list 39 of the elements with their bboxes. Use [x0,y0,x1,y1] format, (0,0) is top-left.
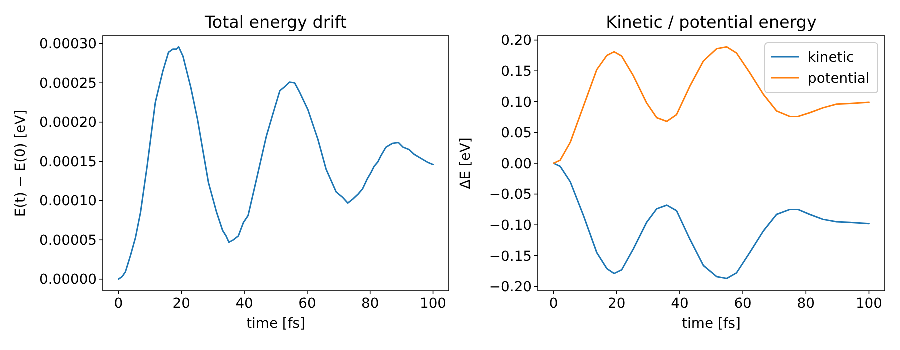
x-tick-label: 100 [420,296,447,312]
y-tick-label: 0.00020 [40,115,97,132]
x-tick-label: 40 [236,296,254,312]
y-tick-label: 0.00010 [40,194,97,210]
y-tick-label: 0.00005 [40,232,97,249]
line-series [118,46,434,280]
line-series [553,46,870,164]
y-tick-label: −0.20 [489,280,532,296]
chart-title: Total energy drift [204,12,348,32]
x-tick-label: 80 [362,296,380,312]
x-tick-label: 60 [734,296,752,312]
y-tick-label: 0.00 [501,156,532,172]
y-tick-label: 0.05 [501,126,532,142]
x-tick-label: 20 [172,296,190,312]
y-tick-label: 0.00000 [40,272,97,288]
y-tick-label: 0.00025 [40,76,97,92]
y-axis-title: ΔE [eV] [458,138,474,190]
y-tick-label: 0.15 [501,64,532,80]
y-tick-label: −0.05 [489,187,532,204]
x-axis-title: time [fs] [246,316,306,332]
x-tick-label: 100 [856,296,882,312]
x-tick-label: 80 [797,296,815,312]
y-tick-label: 0.10 [501,94,532,111]
y-tick-label: 0.00030 [40,36,97,53]
x-tick-label: 0 [114,296,124,312]
line-series [553,162,870,280]
y-axis-title: E(t) − E(0) [eV] [13,110,29,218]
y-tick-label: −0.15 [489,248,532,265]
y-tick-label: 0.00015 [40,154,97,170]
y-tick-label: −0.10 [489,218,532,234]
legend-label: potential [808,70,870,87]
x-tick-label: 0 [549,296,558,312]
x-tick-label: 60 [298,296,316,312]
x-axis-title: time [fs] [682,316,741,332]
legend-label: kinetic [808,50,854,66]
chart-title: Kinetic / potential energy [606,12,817,32]
x-tick-label: 40 [671,296,689,312]
x-tick-label: 20 [608,296,626,312]
y-tick-label: 0.20 [501,33,532,50]
